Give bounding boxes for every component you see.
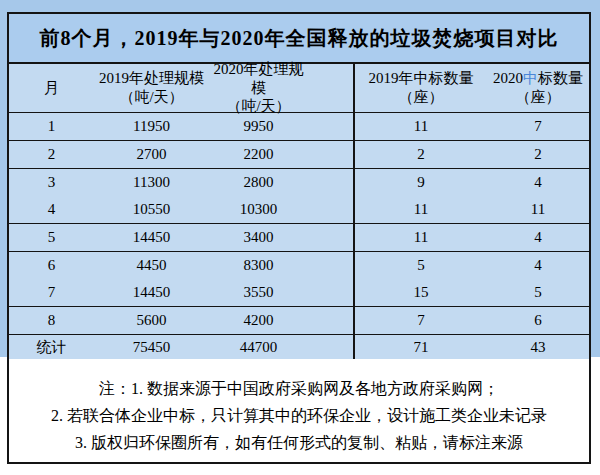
table-cell: 2800 — [209, 169, 355, 196]
table-row: 311300280094 — [9, 169, 589, 196]
total-cell: 44700 — [209, 335, 355, 359]
table-row: 22700220022 — [9, 141, 589, 169]
column-header: 月 — [9, 64, 94, 112]
table-cell: 11 — [355, 113, 487, 140]
table-body: 1119509950117227002200223113002800944105… — [9, 113, 589, 335]
total-cell: 43 — [487, 335, 589, 359]
table-cell: 8300 — [209, 252, 355, 279]
table-cell: 2200 — [209, 141, 355, 168]
table-cell: 11 — [355, 224, 487, 251]
data-table: 月2019年处理规模（吨/天）2020年处理规模（吨/天）2019年中标数量（座… — [9, 64, 589, 359]
accent-char: 中 — [523, 70, 538, 86]
header-row: 月2019年处理规模（吨/天）2020年处理规模（吨/天）2019年中标数量（座… — [9, 64, 589, 113]
table-cell: 14450 — [94, 279, 209, 306]
table-cell: 14450 — [94, 224, 209, 251]
table-cell: 11300 — [94, 169, 209, 196]
table-cell: 3 — [9, 169, 94, 196]
table-cell: 4 — [487, 252, 589, 279]
table-cell: 1 — [9, 113, 94, 140]
table-cell: 5600 — [94, 307, 209, 334]
table-cell: 5 — [487, 279, 589, 306]
table-row: 410550103001111 — [9, 196, 589, 224]
table-cell: 9 — [355, 169, 487, 196]
table-row: 5144503400114 — [9, 224, 589, 252]
total-cell: 75450 — [94, 335, 209, 359]
total-cell: 71 — [355, 335, 487, 359]
table-cell: 7 — [355, 307, 487, 334]
table-title: 前8个月，2019年与2020年全国释放的垃圾焚烧项目对比 — [9, 14, 589, 64]
table-cell: 6 — [9, 252, 94, 279]
table-cell: 7 — [487, 113, 589, 140]
column-header: 2019年处理规模（吨/天） — [94, 64, 209, 112]
table-cell: 3550 — [209, 279, 355, 306]
table-row: 7144503550155 — [9, 279, 589, 307]
table-row: 85600420076 — [9, 307, 589, 335]
total-cell: 统计 — [9, 335, 94, 359]
table-cell: 11 — [487, 196, 589, 223]
table-cell: 5 — [9, 224, 94, 251]
footnote-line: 注：1. 数据来源于中国政府采购网及各地方政府采购网； — [9, 375, 589, 402]
footnote-line: 3. 版权归环保圈所有，如有任何形式的复制、粘贴，请标注来源 — [9, 429, 589, 456]
table-cell: 6 — [487, 307, 589, 334]
table-cell: 2 — [9, 141, 94, 168]
table-cell: 9950 — [209, 113, 355, 140]
table-cell: 4200 — [209, 307, 355, 334]
table-row: 64450830054 — [9, 252, 589, 279]
table-cell: 4 — [487, 224, 589, 251]
footnote-line: 2. 若联合体企业中标，只计算其中的环保企业，设计施工类企业未记录 — [9, 402, 589, 429]
table-cell: 11950 — [94, 113, 209, 140]
table-cell: 10550 — [94, 196, 209, 223]
table-cell: 2700 — [94, 141, 209, 168]
table-cell: 2 — [487, 141, 589, 168]
table-cell: 11 — [355, 196, 487, 223]
table-cell: 7 — [9, 279, 94, 306]
table-frame: 前8个月，2019年与2020年全国释放的垃圾焚烧项目对比 月2019年处理规模… — [7, 12, 591, 464]
table-cell: 2 — [355, 141, 487, 168]
total-row: 统计75450447007143 — [9, 335, 589, 359]
column-header: 2019年中标数量（座） — [355, 64, 487, 112]
table-cell: 5 — [355, 252, 487, 279]
table-cell: 3400 — [209, 224, 355, 251]
table-cell: 4 — [9, 196, 94, 223]
table-cell: 10300 — [209, 196, 355, 223]
table-row: 1119509950117 — [9, 113, 589, 141]
table-cell: 8 — [9, 307, 94, 334]
column-header: 2020年处理规模（吨/天） — [209, 64, 355, 112]
table-cell: 4450 — [94, 252, 209, 279]
table-cell: 15 — [355, 279, 487, 306]
column-header: 2020中标数量（座） — [487, 64, 589, 112]
table-cell: 4 — [487, 169, 589, 196]
footnotes: 注：1. 数据来源于中国政府采购网及各地方政府采购网；2. 若联合体企业中标，只… — [9, 359, 589, 462]
